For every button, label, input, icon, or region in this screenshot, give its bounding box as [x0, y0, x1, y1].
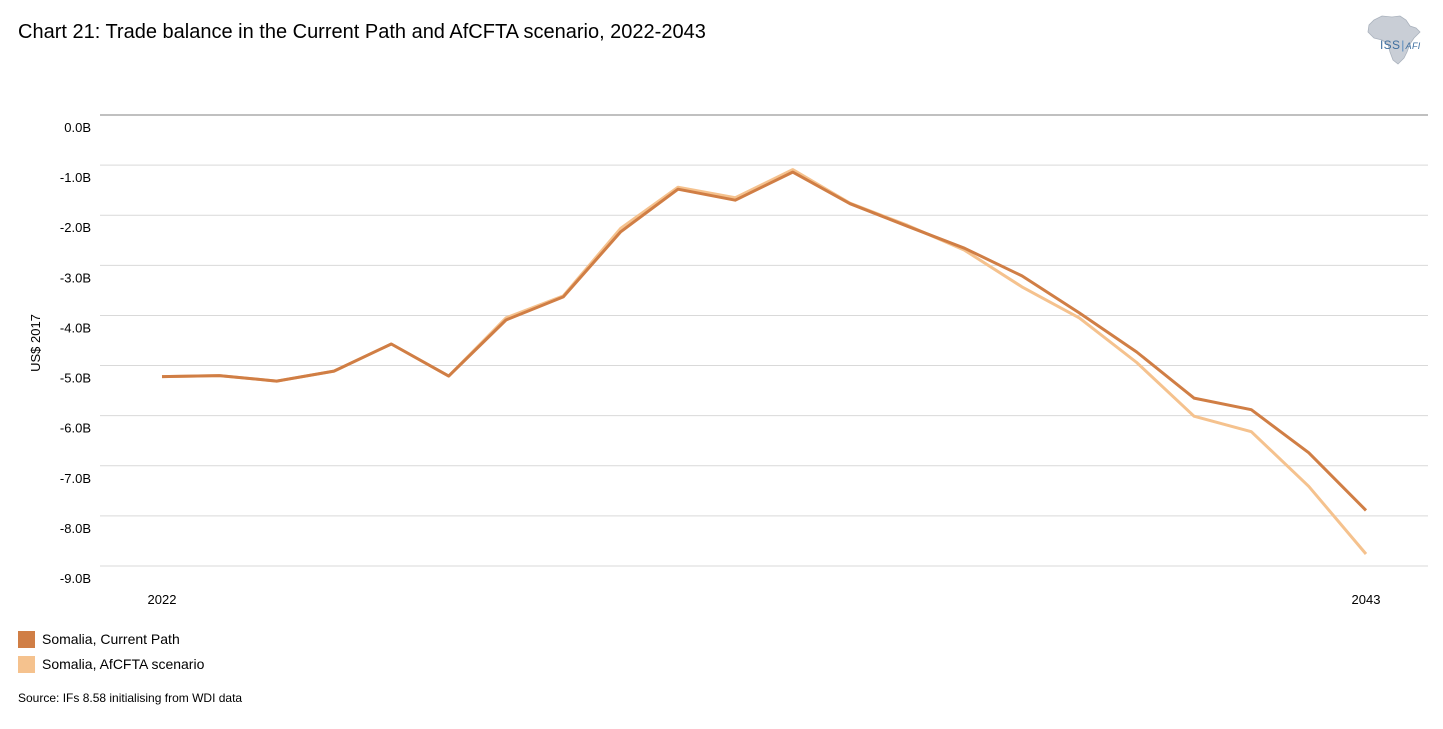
legend-label-afcfta: Somalia, AfCFTA scenario — [42, 656, 205, 672]
logo-text: ISS|AFI — [1380, 38, 1421, 52]
x-tick-label: 2022 — [148, 592, 177, 607]
y-tick-label: 0.0B — [64, 120, 91, 135]
legend-swatch-afcfta — [18, 655, 35, 673]
x-tick-label: 2043 — [1352, 592, 1381, 607]
africa-map-icon — [1367, 15, 1421, 65]
series-line-afcfta — [161, 168, 1368, 555]
y-tick-label: -9.0B — [60, 571, 91, 586]
legend: Somalia, Current Path Somalia, AfCFTA sc… — [18, 630, 204, 680]
legend-item-afcfta: Somalia, AfCFTA scenario — [18, 655, 204, 673]
y-tick-label: -8.0B — [60, 521, 91, 536]
legend-item-current-path: Somalia, Current Path — [18, 630, 204, 648]
source-note: Source: IFs 8.58 initialising from WDI d… — [18, 691, 243, 705]
y-tick-label: -4.0B — [60, 320, 91, 335]
y-tick-label: -5.0B — [60, 371, 91, 386]
y-tick-label: -3.0B — [60, 270, 91, 285]
series-lines — [161, 168, 1368, 555]
x-axis-ticks: 2022 2043 — [148, 592, 1381, 607]
y-tick-label: -1.0B — [60, 170, 91, 185]
legend-swatch-current-path — [18, 630, 35, 648]
logo-primary: ISS — [1380, 38, 1401, 52]
y-tick-label: -6.0B — [60, 421, 91, 436]
chart-title: Chart 21: Trade balance in the Current P… — [18, 21, 706, 43]
logo-secondary: AFI — [1405, 41, 1421, 51]
y-axis-ticks: 0.0B -1.0B -2.0B -3.0B -4.0B -5.0B -6.0B -7.0B -… — [60, 120, 91, 586]
y-tick-label: -2.0B — [60, 220, 91, 235]
legend-label-current-path: Somalia, Current Path — [42, 631, 180, 647]
iss-afi-logo: ISS|AFI — [1360, 12, 1430, 68]
series-line-current-path — [161, 170, 1368, 512]
y-tick-label: -7.0B — [60, 471, 91, 486]
y-axis-title: US$ 2017 — [28, 314, 43, 372]
gridlines — [100, 114, 1428, 567]
